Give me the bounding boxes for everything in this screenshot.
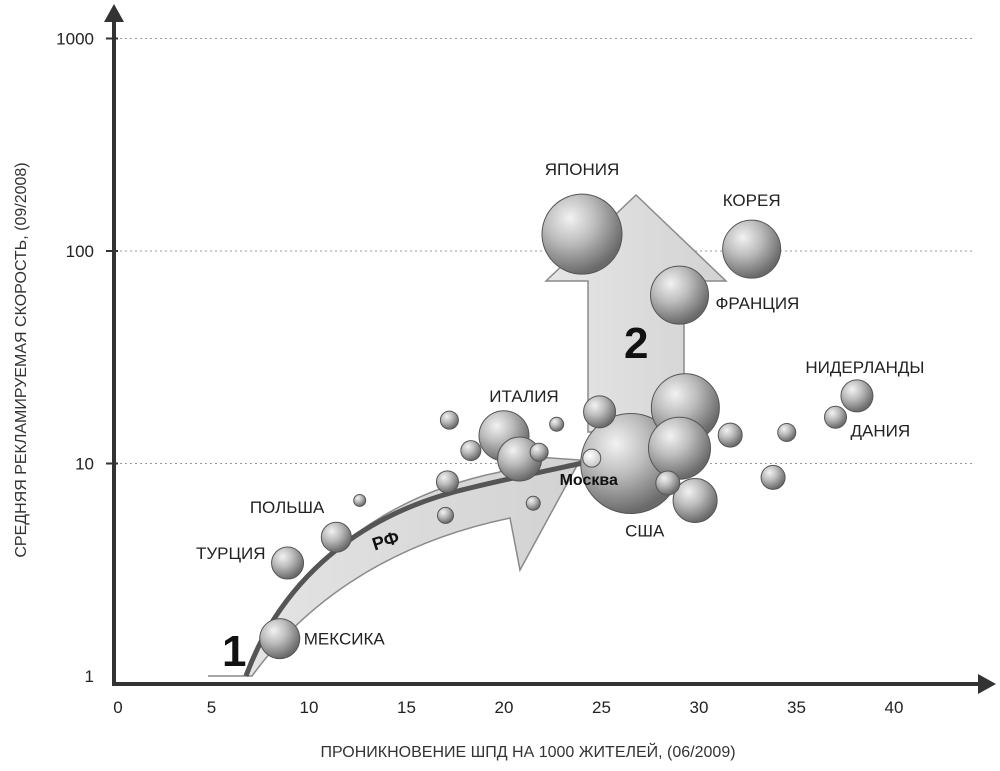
x-tick-label: 35 — [787, 698, 806, 717]
x-tick-labels: 0 5 10 15 20 25 30 35 40 — [113, 698, 903, 717]
data-point — [648, 416, 711, 480]
data-point — [824, 405, 847, 429]
data-point — [549, 416, 565, 432]
data-point — [650, 265, 709, 325]
y-tick-label: 1000 — [56, 30, 94, 49]
data-point — [320, 521, 352, 553]
point-label: ДАНИЯ — [851, 421, 911, 440]
point-labels: МЕКСИКА ТУРЦИЯ ПОЛЬША ИТАЛИЯ США ДАНИЯ НИДЕРЛА… — [196, 160, 925, 648]
y-axis-title: СРЕДНЯЯ РЕКЛАМИРУЕМАЯ СКОРОСТЬ, (09/2008… — [13, 162, 30, 557]
data-point — [583, 395, 617, 429]
point-label: ИТАЛИЯ — [489, 387, 558, 406]
x-tick-label: 10 — [300, 698, 319, 717]
data-point — [722, 219, 782, 279]
data-point — [777, 422, 797, 442]
data-point — [353, 493, 367, 507]
data-point — [259, 618, 301, 660]
x-axis-title: ПРОНИКНОВЕНИЕ ШПД НА 1000 ЖИТЕЛЕЙ, (06/2… — [320, 742, 735, 761]
data-point — [672, 477, 718, 523]
data-point — [655, 470, 681, 496]
point-label: МЕКСИКА — [304, 630, 386, 649]
point-label: ЯПОНИЯ — [545, 160, 620, 179]
x-tick-label: 40 — [885, 698, 904, 717]
data-point — [717, 422, 743, 448]
data-point — [435, 470, 459, 494]
data-point — [437, 506, 454, 524]
point-label: ТУРЦИЯ — [196, 544, 266, 563]
data-point — [460, 440, 482, 462]
x-tick-label: 0 — [113, 698, 122, 717]
data-point — [840, 379, 874, 413]
data-point — [529, 442, 549, 462]
x-tick-label: 15 — [397, 698, 416, 717]
moscow-point — [582, 448, 602, 468]
bubble-layer — [259, 193, 874, 660]
point-label: ПОЛЬША — [250, 498, 325, 517]
y-tick-labels: 1 10 100 1000 — [56, 30, 118, 686]
y-tick-label: 1 — [85, 667, 94, 686]
x-tick-label: 30 — [690, 698, 709, 717]
x-tick-label: 20 — [495, 698, 514, 717]
point-label: США — [625, 522, 665, 541]
point-label: НИДЕРЛАНДЫ — [805, 358, 924, 377]
data-point — [760, 464, 786, 490]
x-axis-arrowhead — [978, 674, 996, 694]
x-tick-label: 25 — [592, 698, 611, 717]
point-label: ФРАНЦИЯ — [716, 294, 800, 313]
point-label: Москва — [560, 472, 618, 489]
y-tick-label: 100 — [66, 242, 94, 261]
data-point — [439, 410, 459, 430]
point-label: КОРЕЯ — [723, 191, 781, 210]
y-axis-arrowhead — [104, 4, 124, 22]
arrow-2-label: 2 — [624, 319, 648, 368]
data-point — [525, 495, 541, 511]
arrow-1-label: 1 — [222, 627, 246, 676]
data-point — [541, 193, 623, 275]
data-point — [271, 546, 305, 580]
x-tick-label: 5 — [207, 698, 216, 717]
y-tick-label: 10 — [75, 455, 94, 474]
